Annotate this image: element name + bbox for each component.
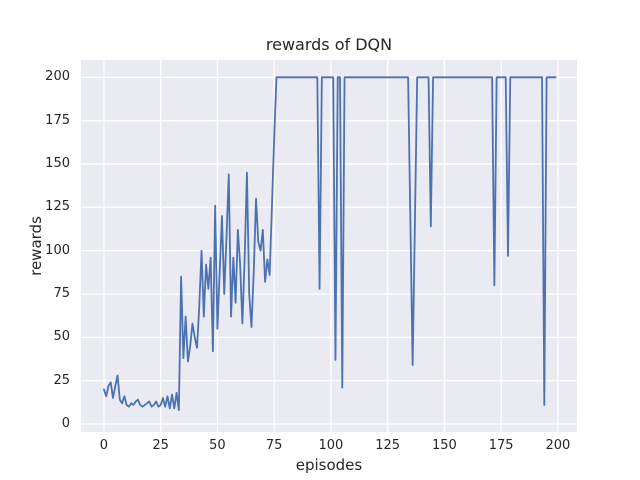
x-tick-label: 0 — [99, 438, 109, 453]
x-tick-label: 200 — [545, 438, 571, 453]
x-axis-label: episodes — [295, 456, 363, 474]
y-tick-label: 100 — [45, 242, 70, 258]
x-tick-label: 75 — [265, 438, 283, 453]
y-tick-label: 0 — [61, 416, 70, 432]
line-series-dqn-rewards — [103, 76, 557, 412]
x-tick-label: 50 — [209, 438, 226, 453]
x-tick-label: 100 — [318, 438, 344, 453]
y-axis-label: rewards — [27, 216, 45, 276]
chart-title: rewards of DQN — [265, 35, 393, 54]
x-tick-label: 175 — [488, 438, 514, 453]
y-tick-label: 50 — [53, 329, 70, 345]
y-tick-label: 175 — [45, 112, 70, 128]
y-tick-label: 200 — [45, 69, 70, 85]
y-tick-label: 150 — [45, 156, 70, 171]
y-tick-label: 125 — [45, 199, 70, 215]
x-tick-label: 150 — [432, 438, 457, 453]
x-tick-label: 25 — [152, 438, 169, 453]
chart-svg — [81, 60, 577, 432]
y-tick-label: 25 — [53, 372, 70, 388]
x-tick-label: 125 — [375, 438, 401, 453]
plot-area — [81, 60, 577, 432]
y-tick-label: 75 — [53, 286, 70, 302]
